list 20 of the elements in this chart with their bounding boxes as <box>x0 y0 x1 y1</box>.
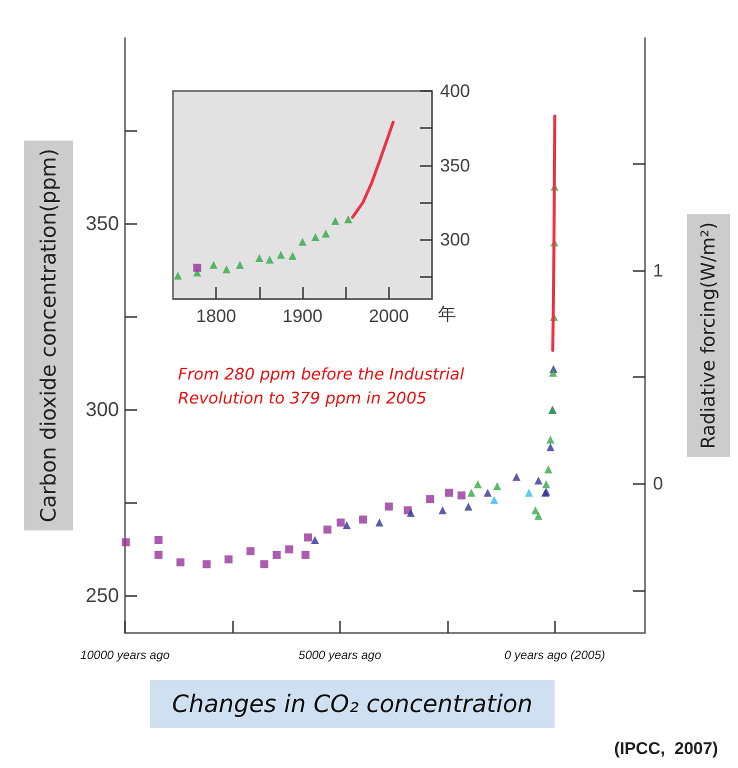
x-tick-label: 10000 years ago <box>80 648 170 662</box>
y2-axis-title: Radiative forcing(W/m²) <box>698 222 720 449</box>
x-tick-label: 1800 <box>196 306 236 326</box>
x-tick-label: 5000 years ago <box>298 648 382 662</box>
y-tick-label: 350 <box>440 155 470 176</box>
y-tick-label: 300 <box>86 398 119 421</box>
x-tick-label: 1900 <box>282 306 323 326</box>
x-tick-label: 2000 <box>368 306 409 326</box>
y-tick-label: 250 <box>86 584 119 607</box>
x-tick-label: 0 years ago (2005) <box>504 648 606 662</box>
y-tick-label: 350 <box>86 212 119 235</box>
y-tick-label: 400 <box>440 81 470 101</box>
x-axis-title: 年 <box>438 304 456 324</box>
y2-tick-label: 1 <box>653 260 664 280</box>
y-tick-label: 300 <box>440 230 470 250</box>
y-axis-title: Carbon dioxide concentration(ppm) <box>36 148 60 522</box>
y2-tick-label: 0 <box>653 474 664 494</box>
text: (IPCC, 2007) <box>614 739 718 758</box>
text: Changes in CO₂ concentration <box>172 690 533 718</box>
annotation: From 280 ppm before the Industrial Revolution to 379 ppm in 2005 <box>178 364 465 408</box>
